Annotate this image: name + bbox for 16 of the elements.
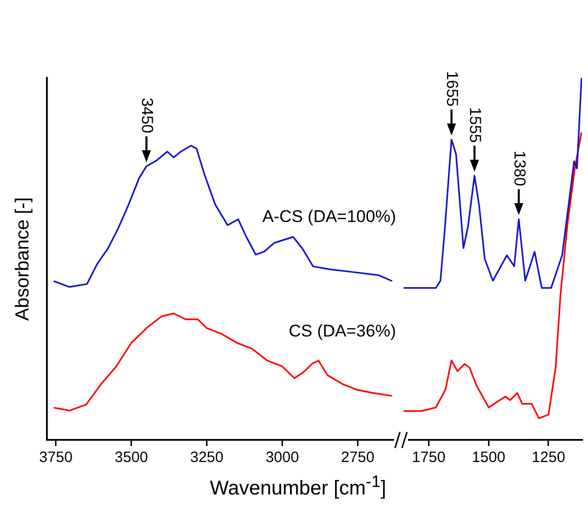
series-label: CS (DA=36%): [288, 322, 396, 341]
x-tick-label: 3000: [266, 449, 299, 466]
series-label: A-CS (DA=100%): [262, 206, 396, 226]
annotation: 1555: [466, 107, 484, 143]
x-tick-label: 1500: [472, 449, 506, 466]
x-tick-label: 3250: [190, 449, 224, 466]
x-tick-label: 2750: [341, 449, 374, 466]
x-tick-label: 3750: [39, 449, 73, 466]
x-tick-label: 1250: [532, 449, 566, 466]
x-tick-label: 1750: [412, 449, 446, 466]
annotation: 1380: [510, 150, 528, 186]
annotation: 3450: [138, 98, 156, 134]
x-tick-label: 3500: [114, 449, 148, 466]
y-axis-title: Absorbance [-]: [12, 197, 34, 321]
x-axis-title: Wavenumber [cm$^{-1}$]: [208, 472, 388, 501]
annotation: 1655: [443, 70, 460, 107]
